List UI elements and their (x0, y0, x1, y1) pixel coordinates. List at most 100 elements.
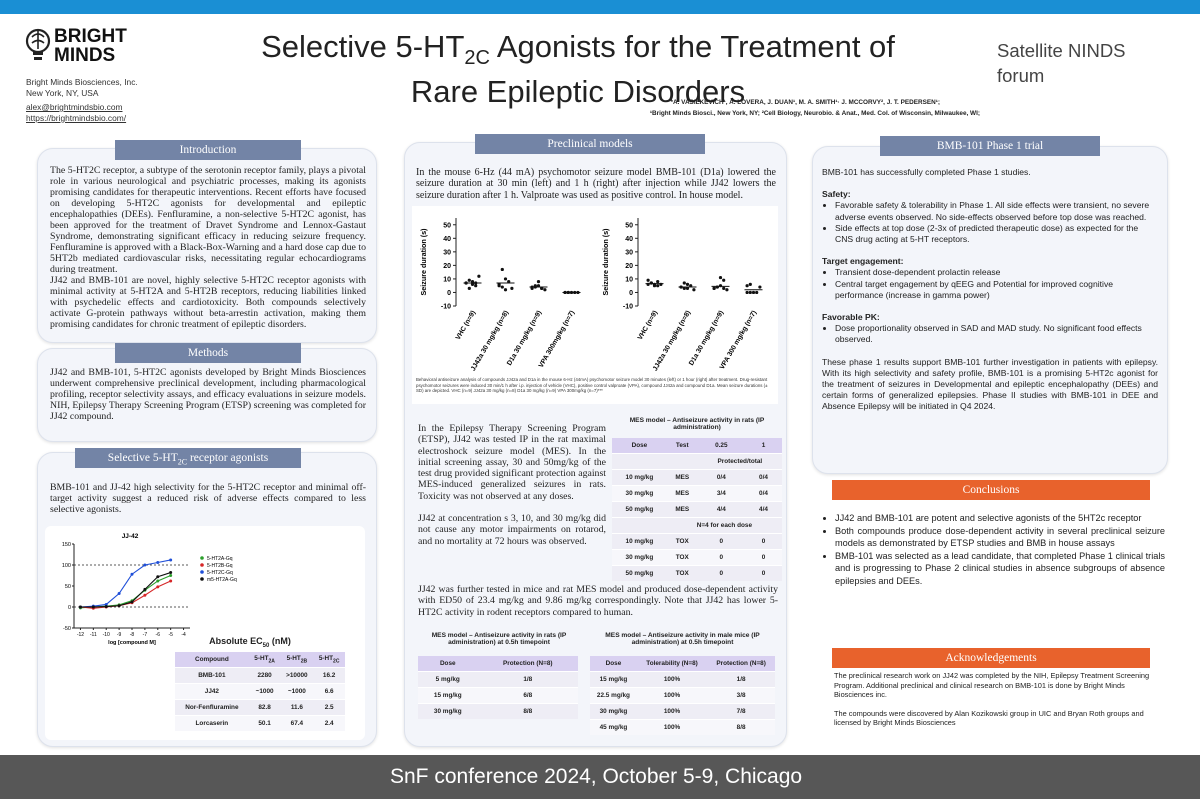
table-row: 10 mg/kg MES 0/4 0/4 (612, 469, 782, 486)
x-tick-label: -8 (130, 632, 135, 638)
table-row: 30 mg/kg MES 3/4 0/4 (612, 485, 782, 502)
bullet-list: JJ42 and BMB-101 are potent and selectiv… (822, 512, 1165, 588)
x-tick-label: -10 (103, 632, 110, 638)
table-row: Protected/total (612, 453, 782, 470)
cell-text: 5-HT (286, 654, 301, 662)
poster-title: Selective 5-HT2C Agonists for the Treatm… (190, 30, 966, 109)
table-row: Dose Tolerability (N=8) Protection (N=8) (590, 656, 775, 672)
cell: TOX (666, 533, 698, 550)
cell: ~1000 (248, 683, 281, 700)
url-link[interactable]: https://brightmindsbio.com/ (26, 113, 127, 123)
subheading: Target engagement: (822, 256, 904, 267)
bullet: Favorable safety & tolerability in Phase… (835, 200, 1158, 222)
cell: 100% (636, 687, 708, 704)
section-heading: Selective 5-HT2C receptor agonists (75, 448, 301, 468)
data-point (143, 563, 147, 567)
cell: 5 mg/kg (418, 671, 478, 688)
data-point (169, 574, 173, 577)
org-info: Bright Minds Biosciences, Inc. New York,… (26, 77, 138, 124)
y-axis-label: Seizure duration (s) (601, 228, 610, 296)
data-point (722, 286, 726, 290)
cell: BMB-101 (175, 667, 249, 684)
data-point (536, 284, 541, 288)
cell: 1/8 (707, 671, 775, 688)
table-body: Protected/total (612, 453, 782, 470)
cell: 5-HT2C (313, 652, 345, 668)
table-row: Dose Protection (N=8) (418, 656, 578, 672)
cell: 0 (697, 533, 745, 550)
paragraph: JJ42 and BMB-101 are novel, highly selec… (50, 275, 366, 330)
cell: 0/4 (744, 469, 782, 486)
cell: 30 mg/kg (612, 485, 667, 502)
cell: 3/4 (697, 485, 745, 502)
cell: Test (666, 438, 698, 454)
cell: 8/8 (477, 703, 578, 719)
table-row: 30 mg/kg TOX 0 0 (612, 549, 782, 566)
y-axis-label: Seizure duration (s) (419, 228, 428, 296)
bullet: BMB-101 was selected as a lead candidate… (835, 550, 1165, 588)
cell: 100% (636, 671, 708, 688)
table-row: 30 mg/kg 8/8 (418, 703, 578, 719)
x-tick-label: D1a 30 mg/kg (n=9) (506, 310, 543, 367)
x-tick-label: -12 (77, 632, 84, 638)
bullet-list: Favorable safety & tolerability in Phase… (822, 200, 1158, 245)
cell: 15 mg/kg (590, 671, 637, 688)
title-text: (nM) (269, 636, 291, 646)
cell: 5-HT2A (248, 652, 281, 668)
table-head: Dose Protection (N=8) (418, 656, 578, 672)
scatter-plot: Seizure duration (s) -10 0 10 20 30 40 50 VHC (n… (601, 218, 763, 372)
table-row: N=4 for each dose (612, 517, 782, 534)
cell: 50 mg/kg (612, 565, 667, 581)
cell (612, 517, 667, 534)
table-body: BMB-101 2280 >10000 16.2 JJ42 ~1000 ~1000 6.6 No… (175, 667, 345, 731)
ack-text: The preclinical research work on JJ42 wa… (834, 671, 1150, 728)
cell: Protected/total (697, 453, 782, 470)
y-tick-label: 30 (625, 249, 633, 256)
data-point (755, 290, 759, 295)
phase1-text: BMB-101 has successfully completed Phase… (822, 167, 1158, 413)
preclinical-intro: In the mouse 6-Hz (44 mA) psychomotor se… (416, 167, 776, 201)
table-row: Lorcaserin 50.1 67.4 2.4 (175, 715, 345, 731)
legend-marker (200, 577, 204, 581)
table-row: 30 mg/kg 100% 7/8 (590, 703, 775, 720)
data-point (543, 288, 547, 292)
data-point (712, 286, 716, 290)
data-point (656, 280, 660, 284)
data-point (467, 278, 471, 282)
cell-sub: 2A (268, 658, 275, 665)
data-point (656, 284, 660, 288)
y-tick-label: 150 (62, 542, 71, 548)
mes-table: Dose Test 0.25 1 Protected/total 10 mg/kg ME… (612, 438, 782, 581)
cell: 0/4 (697, 469, 745, 486)
cell: MES (666, 501, 698, 518)
title-line: Rare Epileptic Disorders (410, 74, 746, 110)
authors: *A. VASILKEVICH¹, A. LOVERA, J. DUAN¹, M… (670, 99, 941, 106)
cell: 15 mg/kg (418, 687, 478, 704)
y-tick-label: -10 (441, 304, 451, 311)
data-point (722, 278, 726, 282)
cell: 4/4 (697, 501, 745, 518)
data-point (130, 600, 134, 604)
cell: 2.4 (313, 715, 345, 731)
cell: 0 (697, 549, 745, 566)
data-point (500, 267, 504, 272)
table-head: Compound 5-HT2A 5-HT2B 5-HT2C (175, 652, 345, 668)
cell: 0 (697, 565, 745, 581)
figure-caption: Behavioral antiseizure analysis of compo… (416, 377, 768, 394)
x-tick-label: VPA 300 mg/kg (n=7) (719, 310, 758, 371)
cell: JJ42 (175, 683, 249, 700)
cell: 30 mg/kg (590, 703, 637, 720)
data-point (745, 290, 749, 295)
cell: Protection (N=8) (707, 656, 775, 672)
table-head: Dose Tolerability (N=8) Protection (N=8) (590, 656, 775, 672)
table-row: 10 mg/kg TOX 0 0 (612, 533, 782, 550)
cell: 4/4 (744, 501, 782, 518)
ec50-title: Absolute EC50 (nM) (190, 636, 310, 649)
ec50-table: Compound 5-HT2A 5-HT2B 5-HT2C BMB-101 2280 >1… (175, 652, 345, 731)
email-link[interactable]: alex@brightmindsbio.com (26, 102, 123, 112)
cell: 0.25 (697, 438, 745, 454)
logo-line: BRIGHT (54, 26, 127, 47)
intro-panel (37, 148, 377, 343)
table-title: MES model – Antiseizure activity in rats… (629, 417, 765, 431)
subheading: Safety: (822, 189, 851, 200)
